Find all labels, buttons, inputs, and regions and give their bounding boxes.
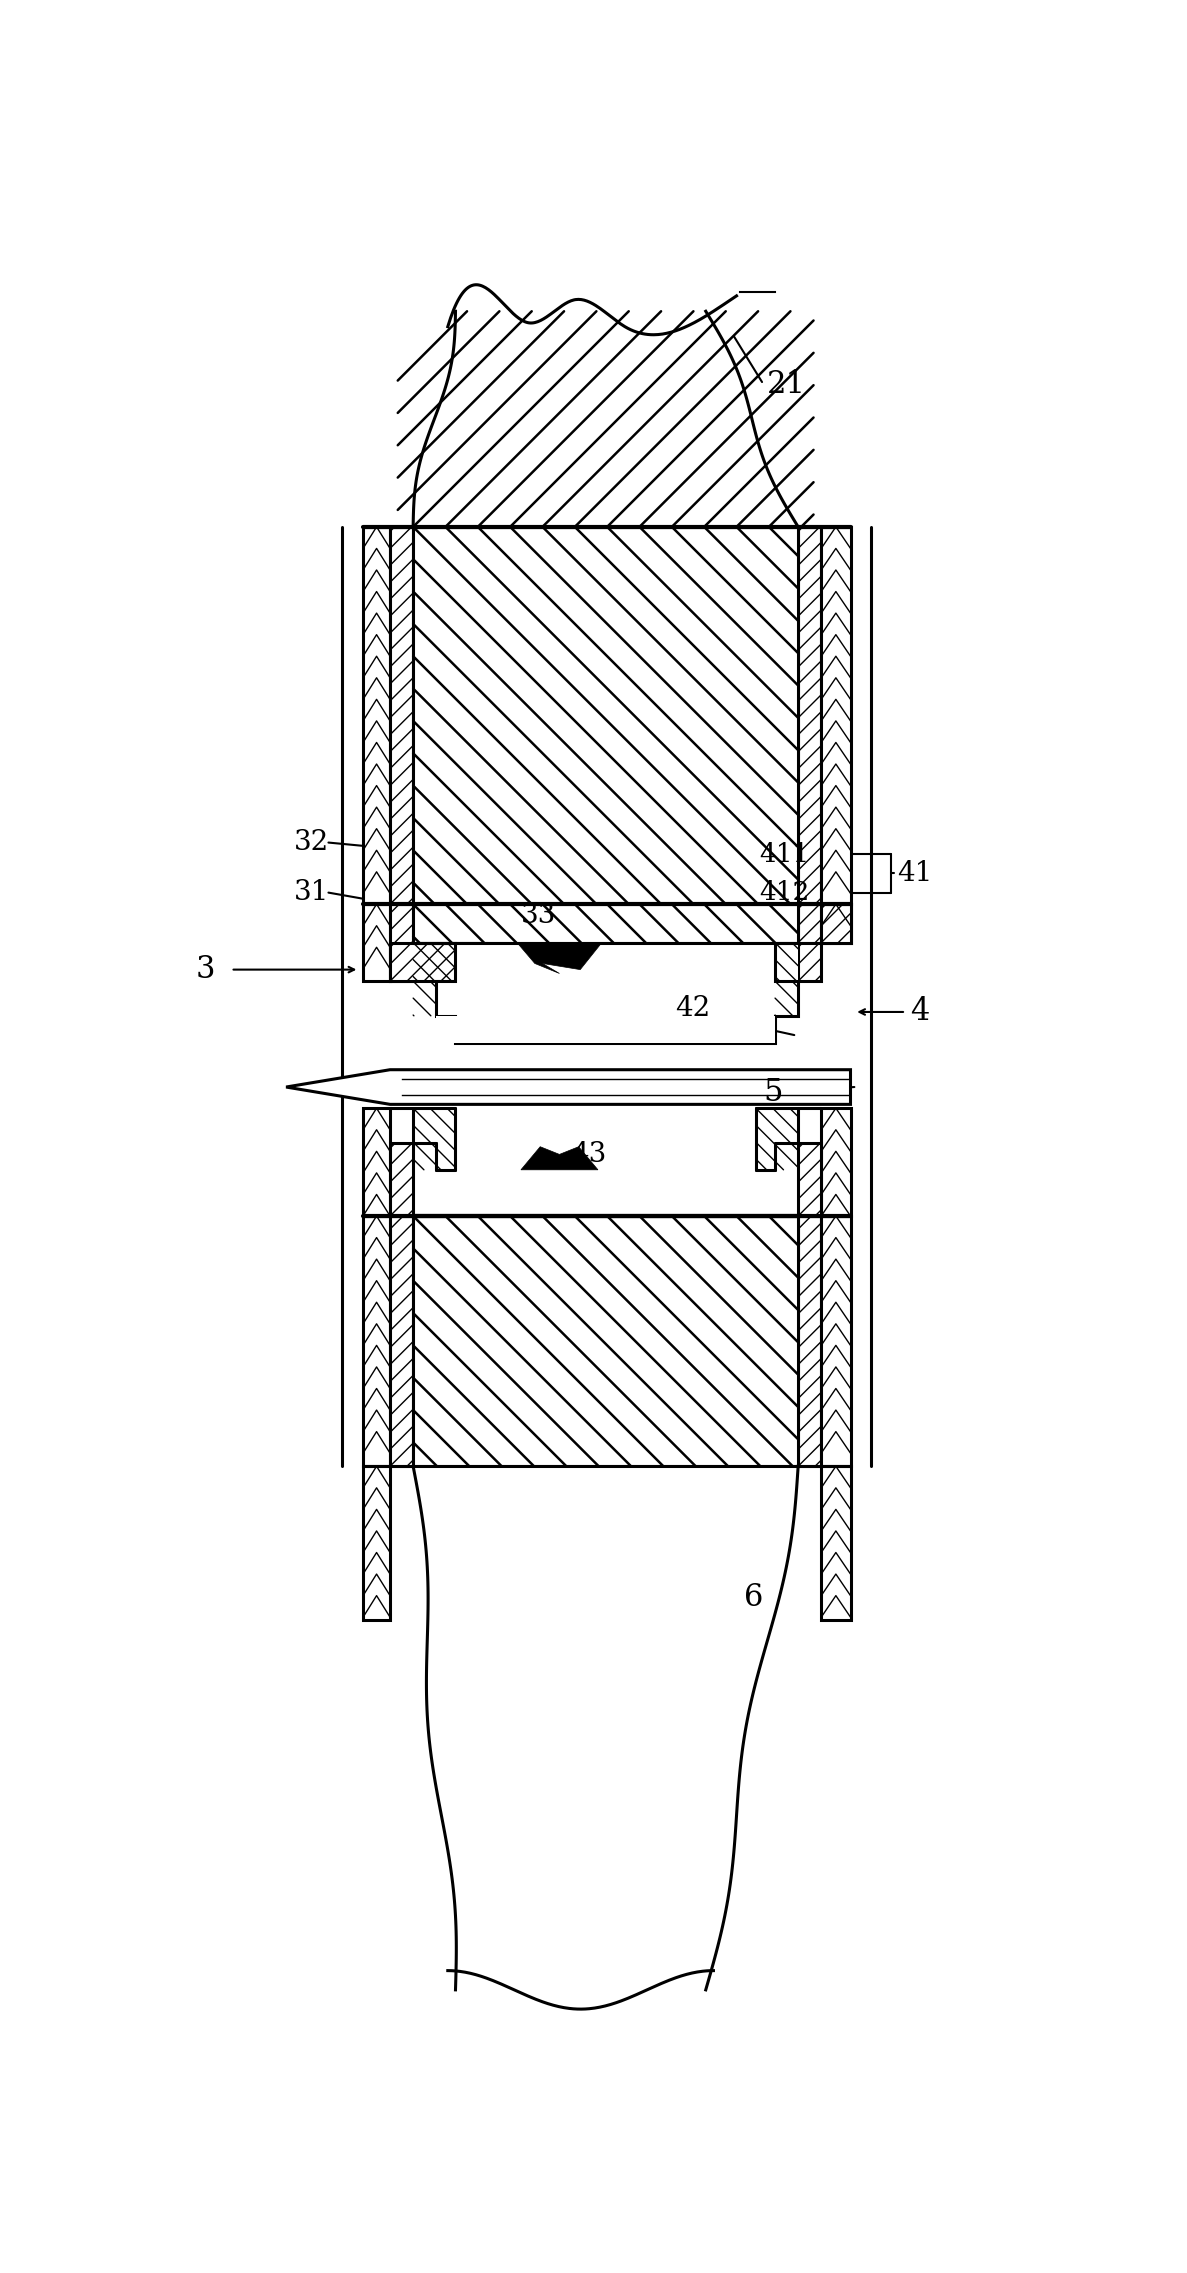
Polygon shape [286, 1071, 851, 1105]
Polygon shape [391, 1143, 413, 1216]
Text: 3: 3 [196, 955, 216, 984]
Polygon shape [821, 1216, 851, 1466]
Polygon shape [798, 1216, 821, 1466]
Polygon shape [456, 943, 487, 1016]
Polygon shape [798, 905, 821, 943]
Polygon shape [821, 905, 851, 943]
Polygon shape [413, 1466, 798, 1989]
Polygon shape [821, 1466, 851, 1621]
Polygon shape [798, 527, 821, 905]
Polygon shape [487, 943, 821, 982]
Text: 21: 21 [767, 368, 806, 400]
Polygon shape [487, 943, 798, 1016]
Polygon shape [363, 1216, 391, 1466]
Text: 5: 5 [763, 1077, 783, 1109]
Polygon shape [821, 905, 851, 943]
Polygon shape [413, 311, 798, 527]
Polygon shape [413, 289, 798, 527]
Polygon shape [363, 905, 391, 982]
Polygon shape [798, 1143, 821, 1216]
Polygon shape [798, 943, 821, 982]
Polygon shape [391, 905, 413, 982]
Polygon shape [521, 1146, 598, 1171]
Text: 43: 43 [571, 1141, 607, 1168]
Polygon shape [437, 1016, 775, 1043]
Polygon shape [391, 943, 487, 982]
Polygon shape [821, 1109, 851, 1216]
Polygon shape [363, 1109, 391, 1216]
Text: 6: 6 [744, 1582, 763, 1612]
Polygon shape [821, 527, 851, 905]
Text: 32: 32 [294, 830, 329, 857]
Polygon shape [413, 943, 798, 1043]
Polygon shape [363, 527, 391, 905]
Polygon shape [413, 527, 798, 905]
Text: 4: 4 [909, 996, 929, 1027]
Polygon shape [363, 1466, 391, 1621]
Polygon shape [413, 1216, 798, 1466]
Text: 42: 42 [675, 996, 710, 1021]
Text: 33: 33 [521, 902, 557, 930]
Polygon shape [363, 289, 851, 527]
Polygon shape [518, 943, 602, 973]
Text: 412: 412 [760, 880, 810, 905]
Polygon shape [413, 905, 798, 943]
Polygon shape [391, 1216, 413, 1466]
Text: 41: 41 [896, 859, 932, 886]
Polygon shape [413, 1466, 798, 1989]
Text: 31: 31 [294, 880, 329, 907]
Polygon shape [391, 527, 413, 905]
Text: 411: 411 [760, 841, 810, 866]
